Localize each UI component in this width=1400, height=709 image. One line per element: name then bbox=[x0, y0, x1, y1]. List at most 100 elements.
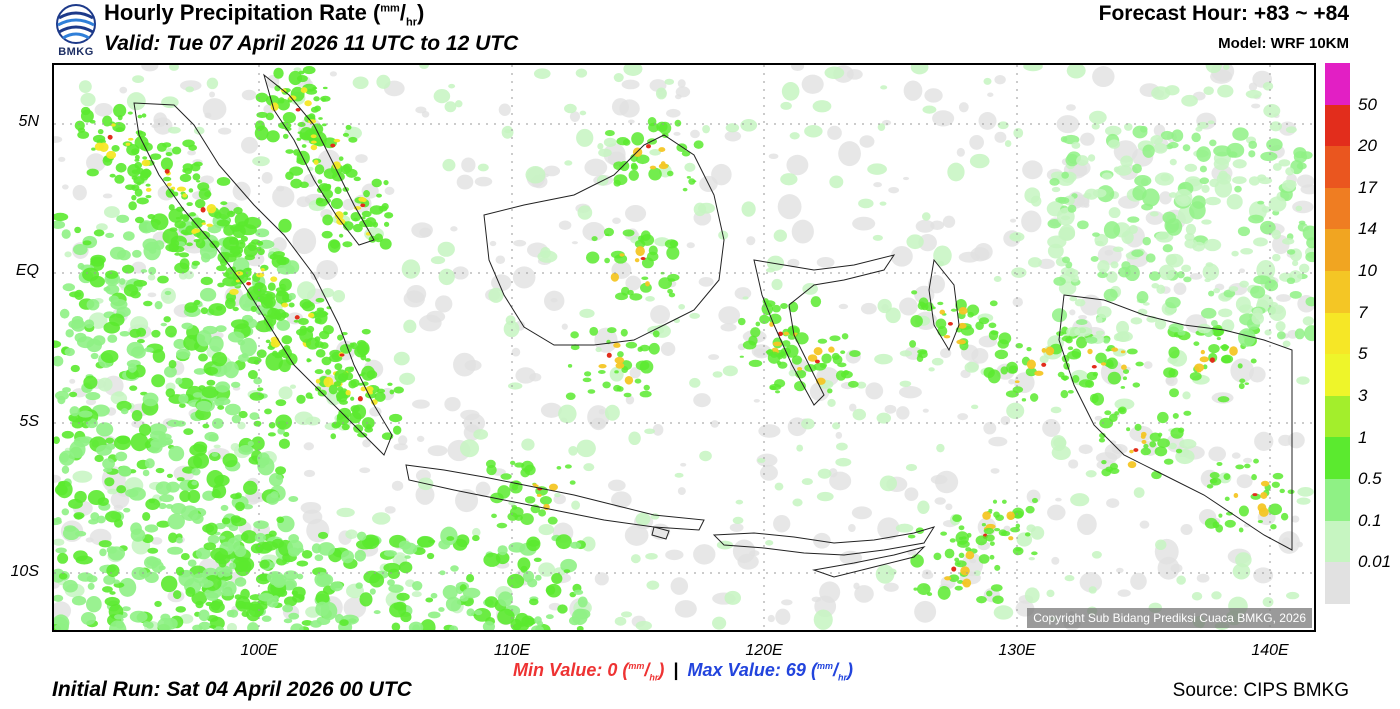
rain-cell bbox=[1108, 207, 1121, 219]
rain-cell bbox=[356, 339, 367, 347]
rain-cell bbox=[1046, 589, 1055, 598]
rain-cell bbox=[538, 562, 556, 577]
rain-cell bbox=[384, 212, 394, 219]
rain-cell bbox=[200, 207, 206, 213]
rain-cell bbox=[611, 491, 632, 509]
rain-cell bbox=[359, 467, 371, 474]
rain-cell bbox=[341, 423, 350, 431]
rain-cell bbox=[1229, 346, 1238, 356]
rain-cell bbox=[1089, 110, 1107, 125]
rain-cell bbox=[86, 168, 99, 177]
rain-cell bbox=[1200, 307, 1217, 319]
rain-cell bbox=[678, 304, 686, 310]
rain-cell bbox=[297, 317, 309, 325]
rain-cell bbox=[328, 384, 338, 395]
rain-cell bbox=[358, 197, 366, 202]
rain-cell bbox=[497, 591, 513, 607]
rain-cell bbox=[735, 499, 744, 505]
rain-cell bbox=[507, 382, 523, 390]
rain-cell bbox=[1266, 138, 1283, 152]
rain-cell bbox=[484, 596, 498, 608]
rain-cell bbox=[376, 74, 391, 89]
rain-cell bbox=[315, 378, 321, 384]
rain-cell bbox=[1171, 129, 1184, 143]
legend-band bbox=[1325, 354, 1350, 396]
title-unit-denominator: hr bbox=[405, 16, 417, 29]
rain-cell bbox=[86, 153, 106, 172]
rain-cell bbox=[614, 616, 627, 626]
rain-cell bbox=[759, 464, 778, 481]
rain-cell bbox=[130, 290, 141, 299]
rain-cell bbox=[415, 484, 435, 505]
rain-cell bbox=[539, 496, 552, 505]
rain-cell bbox=[151, 374, 166, 388]
rain-cell bbox=[1181, 264, 1192, 273]
rain-cell bbox=[411, 591, 422, 598]
rain-cell bbox=[958, 552, 965, 558]
rain-cell bbox=[153, 112, 168, 127]
rain-cell bbox=[357, 531, 367, 541]
rain-cell bbox=[1221, 354, 1234, 364]
rain-cell bbox=[1042, 418, 1061, 437]
rain-cell bbox=[1133, 448, 1139, 452]
rain-cell bbox=[150, 213, 169, 231]
rain-cell bbox=[1278, 159, 1291, 167]
rain-cell bbox=[130, 528, 146, 542]
rain-cell bbox=[188, 144, 198, 151]
rain-cell bbox=[1122, 376, 1128, 381]
rain-cell bbox=[1157, 411, 1169, 424]
rain-cell bbox=[287, 292, 296, 300]
rain-cell bbox=[1132, 382, 1141, 388]
rain-cell bbox=[332, 171, 345, 182]
rain-cell bbox=[72, 244, 88, 256]
lat-label-eq: EQ bbox=[15, 262, 39, 279]
rain-cell bbox=[1201, 219, 1212, 225]
rain-cell bbox=[533, 557, 542, 562]
rain-cell bbox=[1209, 139, 1217, 147]
rain-cell bbox=[300, 501, 322, 514]
rain-cell bbox=[1142, 188, 1160, 207]
rain-cell bbox=[1172, 413, 1179, 419]
rain-cell bbox=[1276, 331, 1286, 340]
rain-cell bbox=[1217, 84, 1234, 98]
rain-cell bbox=[1024, 587, 1040, 604]
rain-cell bbox=[615, 362, 625, 369]
rain-cell bbox=[533, 68, 551, 79]
coast-maluku bbox=[928, 258, 960, 352]
rain-cell bbox=[198, 621, 211, 630]
rain-cell bbox=[310, 134, 317, 139]
rain-cell bbox=[1268, 304, 1287, 321]
rain-cell bbox=[319, 342, 329, 349]
rain-cell bbox=[1056, 115, 1080, 134]
rain-cell bbox=[827, 398, 836, 407]
rain-cell bbox=[191, 228, 201, 234]
rain-cell bbox=[725, 123, 740, 133]
rain-cell bbox=[485, 459, 496, 469]
rain-cell bbox=[115, 127, 125, 132]
rain-cell bbox=[971, 404, 979, 410]
rain-cell bbox=[175, 566, 185, 576]
rain-cell bbox=[569, 541, 582, 549]
rain-cell bbox=[116, 249, 131, 261]
rain-cell bbox=[1021, 398, 1027, 402]
rain-cell bbox=[61, 184, 69, 190]
rain-cell bbox=[1201, 184, 1210, 193]
rain-cell bbox=[915, 219, 935, 233]
rain-cell bbox=[119, 330, 130, 337]
rain-cell bbox=[1205, 196, 1221, 206]
rain-cell bbox=[635, 620, 652, 630]
rain-cell bbox=[742, 296, 749, 300]
rain-cell bbox=[54, 136, 63, 143]
rain-cell bbox=[1106, 498, 1120, 508]
rain-cell bbox=[788, 369, 797, 377]
rain-cell bbox=[200, 307, 209, 315]
rain-cell bbox=[774, 482, 784, 491]
rain-cell bbox=[313, 159, 319, 165]
rain-cell bbox=[767, 614, 775, 623]
rain-cell bbox=[342, 241, 353, 248]
rain-cell bbox=[619, 253, 625, 257]
rain-cell bbox=[272, 595, 280, 600]
rain-cell bbox=[1183, 276, 1192, 283]
rain-cell bbox=[931, 357, 944, 366]
rain-cell bbox=[1129, 449, 1134, 454]
